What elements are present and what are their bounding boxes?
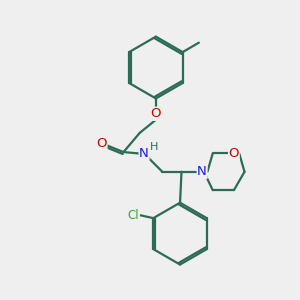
Text: O: O (151, 107, 161, 120)
Text: N: N (197, 165, 207, 178)
Text: O: O (97, 137, 107, 150)
Text: Cl: Cl (128, 209, 139, 222)
Text: H: H (150, 142, 159, 152)
Text: O: O (229, 147, 239, 160)
Text: N: N (139, 147, 149, 160)
